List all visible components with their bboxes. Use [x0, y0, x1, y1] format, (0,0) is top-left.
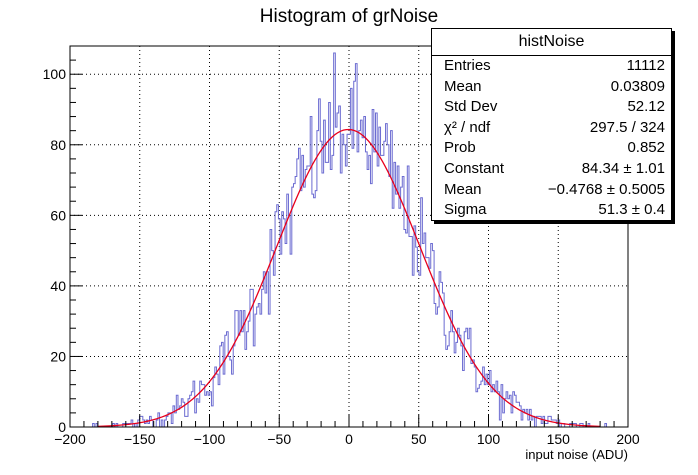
stats-value: 11112: [626, 57, 665, 74]
stats-label: χ² / ndf: [444, 118, 491, 136]
stats-label: Entries: [444, 57, 491, 74]
stats-row: Entries 11112: [432, 56, 671, 77]
y-tick-label: 20: [50, 348, 66, 364]
stats-value: 297.5 / 324: [589, 118, 665, 136]
x-tick-label: −200: [54, 431, 86, 447]
stats-title: histNoise: [432, 29, 671, 56]
stats-value: 0.852: [627, 139, 665, 157]
x-tick-label: 0: [345, 431, 353, 447]
stats-value: 84.34 ± 1.01: [581, 159, 665, 177]
histogram-bars: [90, 52, 609, 428]
stats-label: Sigma: [444, 201, 487, 219]
x-tick-label: 200: [616, 431, 640, 447]
x-tick-label: −100: [194, 431, 226, 447]
stats-label: Mean: [444, 180, 482, 198]
x-axis-label: input noise (ADU): [525, 447, 628, 462]
x-tick-label: 150: [547, 431, 571, 447]
stats-row: Prob 0.852: [432, 138, 671, 159]
y-tick-label: 100: [43, 66, 67, 82]
x-tick-label: 50: [411, 431, 427, 447]
stats-label: Mean: [444, 77, 482, 95]
stats-row: χ² / ndf 297.5 / 324: [432, 118, 671, 139]
stats-value: 51.3 ± 0.4: [598, 201, 665, 219]
x-tick-label: −150: [124, 431, 156, 447]
stats-value: 52.12: [627, 98, 665, 116]
stats-label: Constant: [444, 159, 505, 177]
y-tick-label: 40: [50, 278, 66, 294]
stats-value: 0.03809: [610, 77, 665, 95]
stats-row: Std Dev 52.12: [432, 97, 671, 118]
y-tick-label: 80: [50, 137, 66, 153]
fit-curve: [97, 128, 601, 428]
stats-row: Constant 84.34 ± 1.01: [432, 159, 671, 180]
x-tick-label: 100: [477, 431, 501, 447]
stats-value: −0.4768 ± 0.5005: [547, 180, 665, 198]
stats-row: Sigma 51.3 ± 0.4: [432, 200, 671, 221]
x-tick-label: −50: [267, 431, 291, 447]
stats-box: histNoise Entries 11112 Mean 0.03809 Std Dev…: [431, 28, 672, 221]
stats-label: Std Dev: [444, 98, 498, 116]
stats-label: Prob: [444, 139, 476, 157]
stats-row: Mean −0.4768 ± 0.5005: [432, 180, 671, 201]
chart-title: Histogram of grNoise: [259, 6, 439, 27]
stats-row: Mean 0.03809: [432, 77, 671, 98]
y-tick-label: 60: [50, 207, 66, 223]
y-tick-label: 0: [58, 419, 66, 435]
